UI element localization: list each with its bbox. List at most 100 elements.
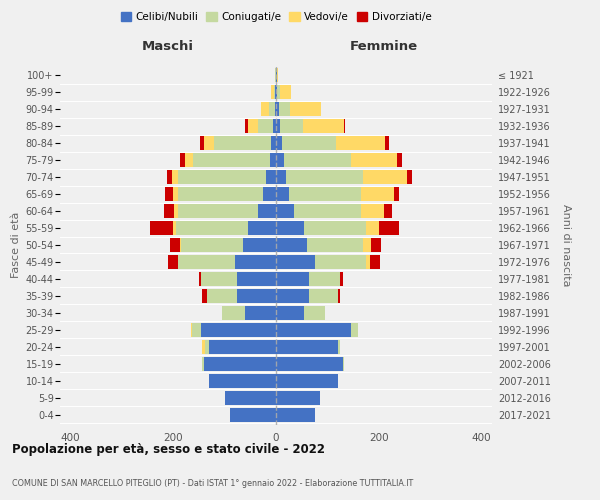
Bar	[271, 85, 274, 99]
Bar	[364, 170, 407, 184]
Bar	[278, 102, 290, 116]
Bar	[350, 323, 358, 337]
Text: Femmine: Femmine	[350, 40, 418, 53]
Bar	[276, 85, 277, 99]
Bar	[230, 408, 276, 422]
Bar	[202, 357, 204, 371]
Bar	[178, 255, 235, 269]
Bar	[304, 221, 366, 235]
Bar	[199, 272, 202, 286]
Bar	[338, 289, 340, 303]
Bar	[258, 119, 274, 133]
Bar	[180, 238, 181, 252]
Bar	[276, 391, 320, 405]
Y-axis label: Fasce di età: Fasce di età	[11, 212, 21, 278]
Bar	[178, 204, 258, 218]
Bar	[371, 238, 382, 252]
Bar	[280, 119, 303, 133]
Bar	[350, 153, 397, 167]
Bar	[276, 102, 278, 116]
Bar	[172, 170, 178, 184]
Bar	[286, 170, 364, 184]
Bar	[271, 136, 276, 150]
Bar	[202, 289, 206, 303]
Bar	[276, 340, 338, 354]
Bar	[280, 85, 292, 99]
Bar	[370, 255, 380, 269]
Bar	[277, 85, 280, 99]
Bar	[266, 170, 276, 184]
Bar	[340, 272, 343, 286]
Bar	[269, 102, 275, 116]
Bar	[304, 306, 325, 320]
Bar	[242, 238, 276, 252]
Bar	[366, 221, 379, 235]
Bar	[192, 323, 202, 337]
Bar	[167, 170, 172, 184]
Bar	[168, 255, 178, 269]
Bar	[248, 119, 258, 133]
Bar	[258, 204, 276, 218]
Y-axis label: Anni di nascita: Anni di nascita	[560, 204, 571, 286]
Bar	[394, 187, 400, 201]
Bar	[276, 153, 284, 167]
Bar	[178, 187, 263, 201]
Bar	[214, 136, 271, 150]
Bar	[276, 204, 294, 218]
Bar	[202, 340, 205, 354]
Bar	[275, 102, 276, 116]
Bar	[407, 170, 412, 184]
Bar	[245, 306, 276, 320]
Bar	[276, 289, 310, 303]
Bar	[289, 187, 361, 201]
Bar	[204, 357, 276, 371]
Bar	[379, 221, 400, 235]
Bar	[209, 374, 276, 388]
Bar	[290, 102, 321, 116]
Bar	[276, 323, 350, 337]
Bar	[276, 408, 314, 422]
Bar	[166, 187, 173, 201]
Bar	[276, 272, 310, 286]
Bar	[338, 340, 340, 354]
Bar	[303, 119, 344, 133]
Bar	[276, 119, 280, 133]
Bar	[277, 68, 278, 82]
Bar	[248, 221, 276, 235]
Bar	[384, 204, 392, 218]
Bar	[276, 255, 314, 269]
Bar	[263, 187, 276, 201]
Bar	[185, 153, 193, 167]
Bar	[276, 221, 304, 235]
Bar	[282, 136, 336, 150]
Bar	[174, 204, 178, 218]
Bar	[150, 221, 173, 235]
Bar	[173, 221, 176, 235]
Bar	[276, 374, 338, 388]
Bar	[284, 153, 350, 167]
Bar	[200, 136, 204, 150]
Bar	[276, 136, 282, 150]
Legend: Celibi/Nubili, Coniugati/e, Vedovi/e, Divorziati/e: Celibi/Nubili, Coniugati/e, Vedovi/e, Di…	[116, 8, 436, 26]
Text: Maschi: Maschi	[142, 40, 194, 53]
Bar	[245, 119, 248, 133]
Bar	[238, 272, 276, 286]
Bar	[191, 323, 192, 337]
Bar	[276, 306, 304, 320]
Bar	[173, 187, 178, 201]
Bar	[307, 238, 364, 252]
Bar	[310, 289, 338, 303]
Bar	[274, 119, 276, 133]
Bar	[224, 391, 276, 405]
Bar	[205, 340, 209, 354]
Bar	[294, 204, 361, 218]
Bar	[366, 255, 370, 269]
Bar	[180, 153, 185, 167]
Bar	[385, 136, 389, 150]
Bar	[361, 204, 384, 218]
Bar	[209, 340, 276, 354]
Bar	[222, 306, 245, 320]
Bar	[274, 85, 275, 99]
Bar	[206, 289, 238, 303]
Bar	[164, 204, 174, 218]
